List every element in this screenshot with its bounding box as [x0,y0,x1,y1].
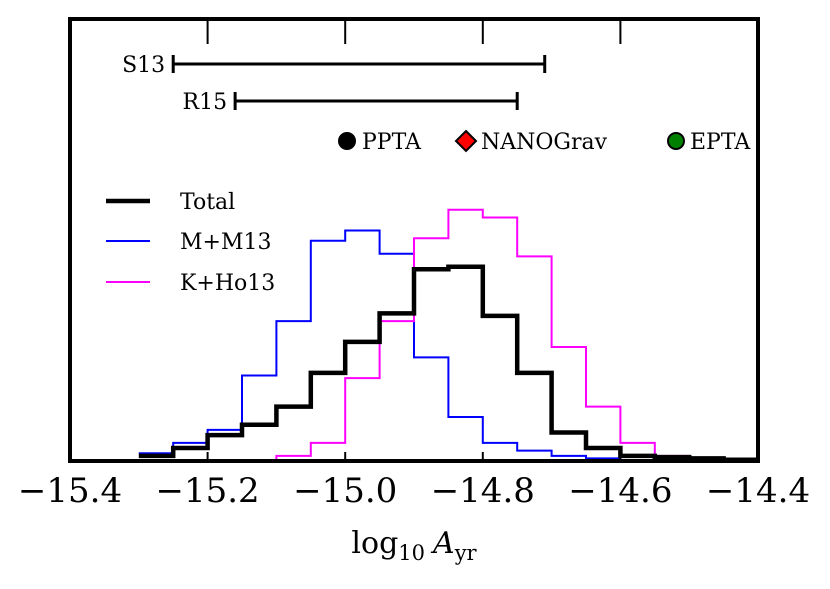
x-label-variable-subscript: yr [454,541,478,565]
legend-item-m-m13: M+M13 [106,230,271,255]
range-s13: S13 [122,53,547,78]
marker-label: PPTA [362,130,422,155]
circle-marker-icon [667,132,685,150]
diamond-marker-icon [454,129,478,153]
range-r15: R15 [183,90,519,115]
x-tick-label: −15.2 [155,471,259,511]
histogram-series-layer [138,208,758,462]
x-tick-label: −14.8 [431,471,535,511]
legend-item-total: Total [106,190,235,215]
parameter-ranges: S13 R15 [122,53,547,115]
x-tick-label: −15.4 [18,471,122,511]
x-label-log-subscript: 10 [398,541,425,565]
marker-nanograv: NANOGrav [454,129,608,155]
marker-epta: EPTA [667,130,751,155]
range-label: R15 [183,90,228,115]
marker-label: EPTA [690,130,751,155]
histogram-total [138,264,758,462]
x-tick-label: −14.4 [706,471,810,511]
legend-label: K+Ho13 [180,271,275,296]
pta-markers: PPTA NANOGrav EPTA [338,129,751,155]
plot-frame [68,17,760,463]
marker-ppta: PPTA [338,130,422,155]
histogram-k-ho13 [138,208,758,462]
marker-label: NANOGrav [481,130,608,155]
x-label-variable: A [430,526,455,561]
legend-label: M+M13 [180,230,271,255]
range-label: S13 [122,53,165,78]
x-tick-label: −15.0 [293,471,397,511]
circle-marker-icon [338,132,356,150]
x-tick-label: −14.6 [568,471,672,511]
axis-ticks: −15.4 −15.2 −15.0 −14.8 −14.6 −14.4 [18,19,810,511]
x-label-log: log [351,526,398,561]
x-axis-label: log10 Ayr [351,526,477,565]
legend-item-k-ho13: K+Ho13 [106,271,275,296]
legend-label: Total [180,190,235,215]
legend: Total M+M13 K+Ho13 [106,190,275,296]
histogram-m-m13 [138,229,758,462]
